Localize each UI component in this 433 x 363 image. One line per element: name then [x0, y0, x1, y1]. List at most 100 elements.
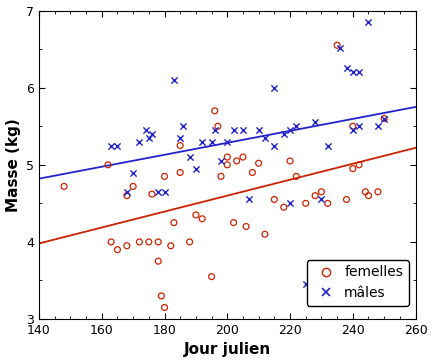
Point — [375, 123, 381, 129]
Point — [199, 139, 206, 144]
Point — [349, 123, 356, 129]
Point — [324, 143, 331, 148]
Point — [355, 123, 362, 129]
X-axis label: Jour julien: Jour julien — [184, 342, 271, 358]
Point — [330, 274, 337, 280]
Point — [239, 154, 246, 160]
Point — [262, 135, 268, 141]
Point — [186, 154, 193, 160]
Point — [192, 166, 199, 172]
Point — [108, 239, 115, 245]
Point — [171, 220, 178, 225]
Point — [145, 239, 152, 245]
Point — [337, 45, 344, 50]
Point — [312, 119, 319, 125]
Point — [155, 258, 162, 264]
Point — [214, 123, 221, 129]
Point — [114, 143, 121, 148]
Point — [217, 174, 224, 179]
Point — [324, 200, 331, 206]
Point — [129, 183, 136, 189]
Point — [280, 204, 287, 210]
Point — [302, 200, 309, 206]
Point — [365, 19, 372, 25]
Point — [192, 212, 199, 218]
Point — [239, 127, 246, 133]
Point — [208, 274, 215, 280]
Point — [186, 239, 193, 245]
Point — [199, 216, 206, 222]
Point — [230, 220, 237, 225]
Point — [318, 197, 325, 203]
Point — [208, 139, 215, 144]
Point — [343, 65, 350, 71]
Point — [242, 224, 249, 229]
Point — [158, 293, 165, 299]
Point — [349, 69, 356, 75]
Point — [142, 127, 149, 133]
Point — [145, 135, 152, 141]
Point — [362, 189, 369, 195]
Point — [177, 135, 184, 141]
Point — [365, 193, 372, 199]
Point — [211, 108, 218, 114]
Point — [293, 123, 300, 129]
Point — [255, 127, 262, 133]
Point — [271, 197, 278, 203]
Point — [123, 189, 130, 195]
Point — [177, 170, 184, 175]
Point — [312, 193, 319, 199]
Point — [149, 131, 155, 137]
Point — [246, 197, 253, 203]
Point — [177, 143, 184, 148]
Point — [161, 305, 168, 310]
Point — [224, 154, 231, 160]
Point — [136, 139, 143, 144]
Point — [287, 158, 294, 164]
Point — [255, 160, 262, 166]
Point — [287, 200, 294, 206]
Point — [271, 85, 278, 91]
Point — [123, 243, 130, 249]
Point — [114, 247, 121, 253]
Point — [171, 77, 178, 83]
Point — [355, 162, 362, 168]
Point — [217, 158, 224, 164]
Point — [302, 281, 309, 287]
Point — [287, 127, 294, 133]
Point — [230, 127, 237, 133]
Point — [262, 231, 268, 237]
Legend: femelles, mâles: femelles, mâles — [307, 260, 409, 306]
Point — [61, 183, 68, 189]
Point — [224, 139, 231, 144]
Y-axis label: Masse (kg): Masse (kg) — [6, 118, 20, 212]
Point — [355, 69, 362, 75]
Point — [180, 123, 187, 129]
Point — [349, 166, 356, 172]
Point — [224, 162, 231, 168]
Point — [233, 158, 240, 164]
Point — [129, 170, 136, 175]
Point — [343, 197, 350, 203]
Point — [280, 131, 287, 137]
Point — [334, 42, 341, 48]
Point — [249, 170, 256, 175]
Point — [293, 174, 300, 179]
Point — [318, 189, 325, 195]
Point — [155, 239, 162, 245]
Point — [271, 143, 278, 148]
Point — [161, 174, 168, 179]
Point — [104, 162, 111, 168]
Point — [108, 143, 115, 148]
Point — [167, 243, 174, 249]
Point — [349, 127, 356, 133]
Point — [381, 116, 388, 122]
Point — [136, 239, 143, 245]
Point — [381, 116, 388, 122]
Point — [149, 191, 155, 197]
Point — [211, 127, 218, 133]
Point — [375, 189, 381, 195]
Point — [123, 193, 130, 199]
Point — [155, 189, 162, 195]
Point — [161, 189, 168, 195]
